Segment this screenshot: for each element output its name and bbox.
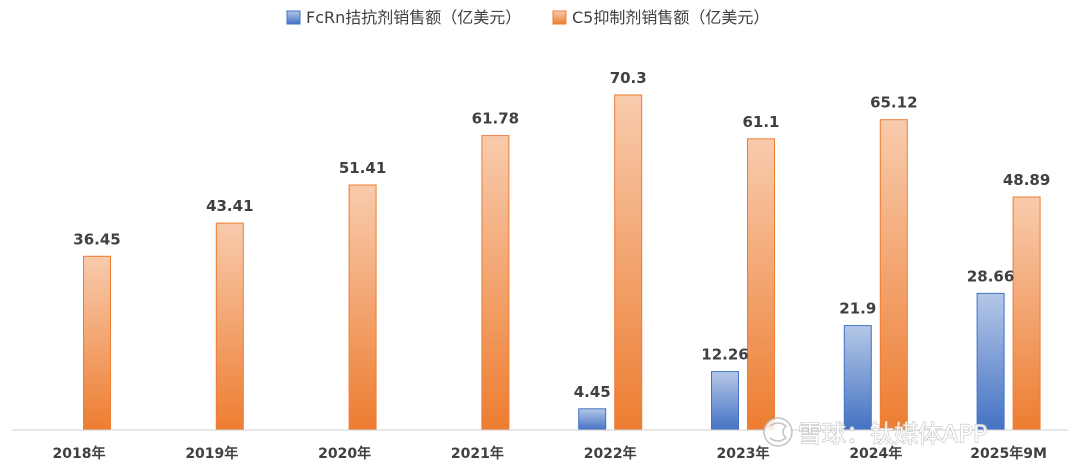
bar-c5-3: [481, 135, 510, 431]
data-label-c5-3: 61.78: [472, 110, 519, 128]
data-label-c5-4: 70.3: [610, 69, 647, 87]
data-label-fcrn-6: 21.9: [839, 300, 876, 318]
data-label-fcrn-7: 28.66: [967, 267, 1014, 285]
snowball-logo-icon: [763, 417, 793, 447]
bar-c5-7: [1012, 196, 1041, 431]
bar-c5-2: [348, 184, 377, 431]
bar-fcrn-6: [843, 325, 872, 431]
legend: FcRn拮抗剂销售额（亿美元） C5抑制剂销售额（亿美元）: [286, 8, 769, 27]
data-label-fcrn-4: 4.45: [574, 383, 611, 401]
x-tick-label-1: 2019年: [185, 445, 238, 462]
bar-c5-4: [614, 94, 643, 431]
x-tick-label-5: 2023年: [717, 445, 770, 462]
data-label-c5-7: 48.89: [1003, 171, 1050, 189]
bar-fcrn-7: [976, 292, 1005, 431]
data-label-c5-2: 51.41: [339, 159, 386, 177]
bar-fcrn-5: [711, 371, 739, 431]
legend-label-c5: C5抑制剂销售额（亿美元）: [572, 8, 769, 27]
data-label-c5-0: 36.45: [73, 230, 120, 248]
bar-fcrn-4: [578, 408, 607, 431]
x-tick-label-6: 2024年: [849, 445, 902, 462]
x-tick-label-0: 2018年: [53, 445, 106, 462]
watermark: 雪球：钛媒体APP: [763, 417, 988, 449]
bars: [83, 94, 1041, 431]
bar-c5-5: [747, 138, 775, 431]
legend-swatch-fcrn: [286, 10, 301, 25]
data-label-c5-5: 61.1: [742, 113, 779, 131]
x-axis-ticks: 2018年 2019年 2020年 2021年 2022年 2023年 2024年 2025年…: [53, 445, 1047, 462]
data-label-c5-6: 65.12: [870, 94, 917, 112]
legend-label-fcrn: FcRn拮抗剂销售额（亿美元）: [306, 8, 521, 27]
bar-c5-6: [879, 119, 908, 431]
bar-c5-0: [83, 255, 111, 431]
watermark-text: 雪球：钛媒体APP: [798, 420, 987, 448]
data-label-c5-1: 43.41: [206, 197, 253, 215]
x-tick-label-2: 2020年: [318, 445, 371, 462]
bar-c5-1: [215, 222, 244, 431]
x-tick-label-7: 2025年9M: [970, 445, 1047, 462]
data-labels: 36.45 43.41 51.41 61.78 4.45 70.3 12.26 61.1 21.…: [73, 69, 1050, 401]
x-tick-label-3: 2021年: [451, 445, 504, 462]
legend-swatch-c5: [552, 10, 567, 25]
x-tick-label-4: 2022年: [584, 445, 637, 462]
data-label-fcrn-5: 12.26: [701, 346, 748, 364]
